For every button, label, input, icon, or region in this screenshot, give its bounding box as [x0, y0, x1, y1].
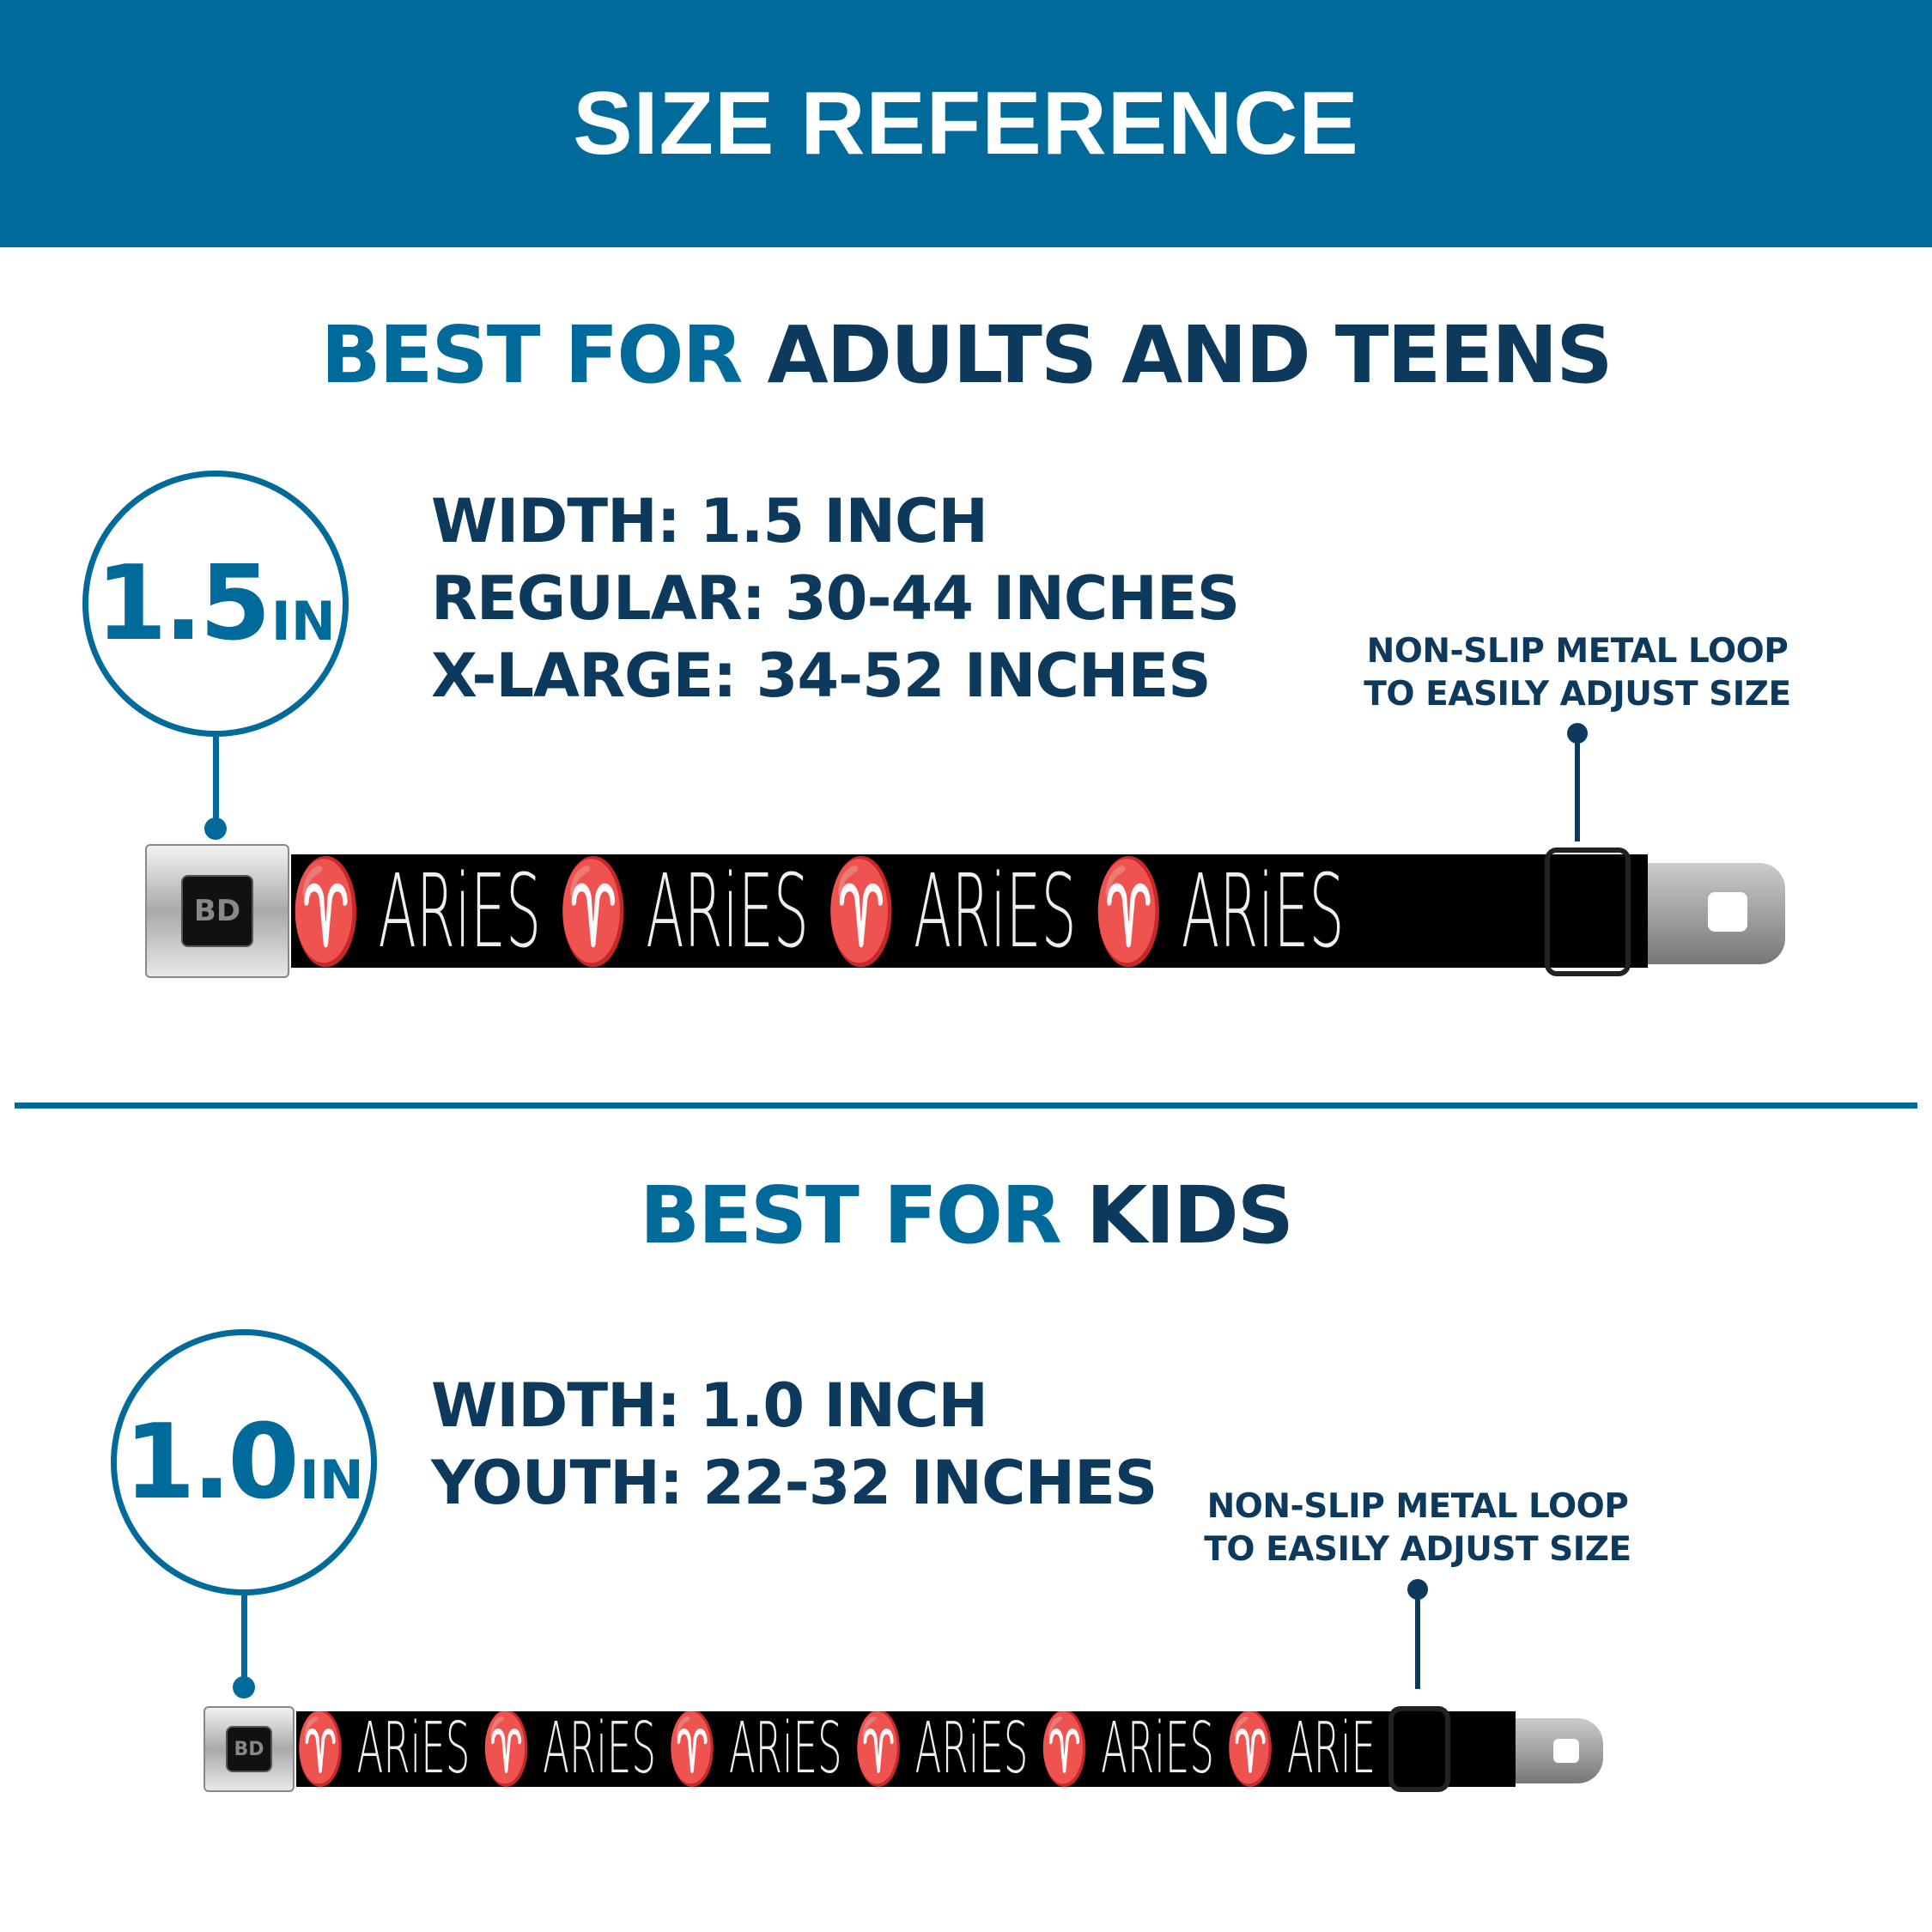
- width-badge-1-5: 1.5 IN: [82, 471, 349, 737]
- width-badge-1-0: 1.0 IN: [111, 1329, 377, 1595]
- bd-logo: BD: [226, 1726, 272, 1772]
- connector-dot: [233, 1676, 255, 1698]
- buckle: BD: [204, 1706, 295, 1792]
- adult-specs: WIDTH: 1.5 INCH REGULAR: 30-44 INCHES X-…: [431, 486, 1240, 711]
- badge-connector: [241, 1595, 247, 1685]
- page-title: SIZE REFERENCE: [573, 73, 1359, 173]
- metal-loop: [1545, 848, 1631, 976]
- badge-connector: [213, 737, 219, 826]
- kids-loop-note: NON-SLIP METAL LOOP TO EASILY ADJUST SIZ…: [1204, 1487, 1631, 1569]
- kids-section-title: BEST FOR KIDS: [639, 1170, 1294, 1261]
- kids-specs: WIDTH: 1.0 INCH YOUTH: 22-32 INCHES: [431, 1370, 1157, 1518]
- adult-belt-image: ♈ ARiES ♈ ARiES ♈ ARiES ♈ ARiES BD: [145, 844, 1787, 981]
- connector-dot: [204, 817, 227, 840]
- note-connector: [1415, 1595, 1420, 1689]
- header-banner: SIZE REFERENCE: [0, 0, 1932, 247]
- section-divider: [15, 1103, 1917, 1109]
- note-connector: [1575, 738, 1580, 841]
- buckle: BD: [145, 844, 289, 978]
- belt-strap: ♈ ARiES ♈ ARiES ♈ ARiES ♈ ARiES ♈ ARiES …: [296, 1711, 1516, 1787]
- bd-logo: BD: [181, 875, 253, 947]
- metal-loop: [1388, 1706, 1450, 1792]
- kids-belt-image: ♈ ARiES ♈ ARiES ♈ ARiES ♈ ARiES ♈ ARiES …: [204, 1706, 1603, 1794]
- belt-strap: ♈ ARiES ♈ ARiES ♈ ARiES ♈ ARiES: [291, 854, 1648, 968]
- adult-loop-note: NON-SLIP METAL LOOP TO EASILY ADJUST SIZ…: [1364, 632, 1791, 714]
- adult-section-title: BEST FOR ADULTS AND TEENS: [320, 309, 1613, 401]
